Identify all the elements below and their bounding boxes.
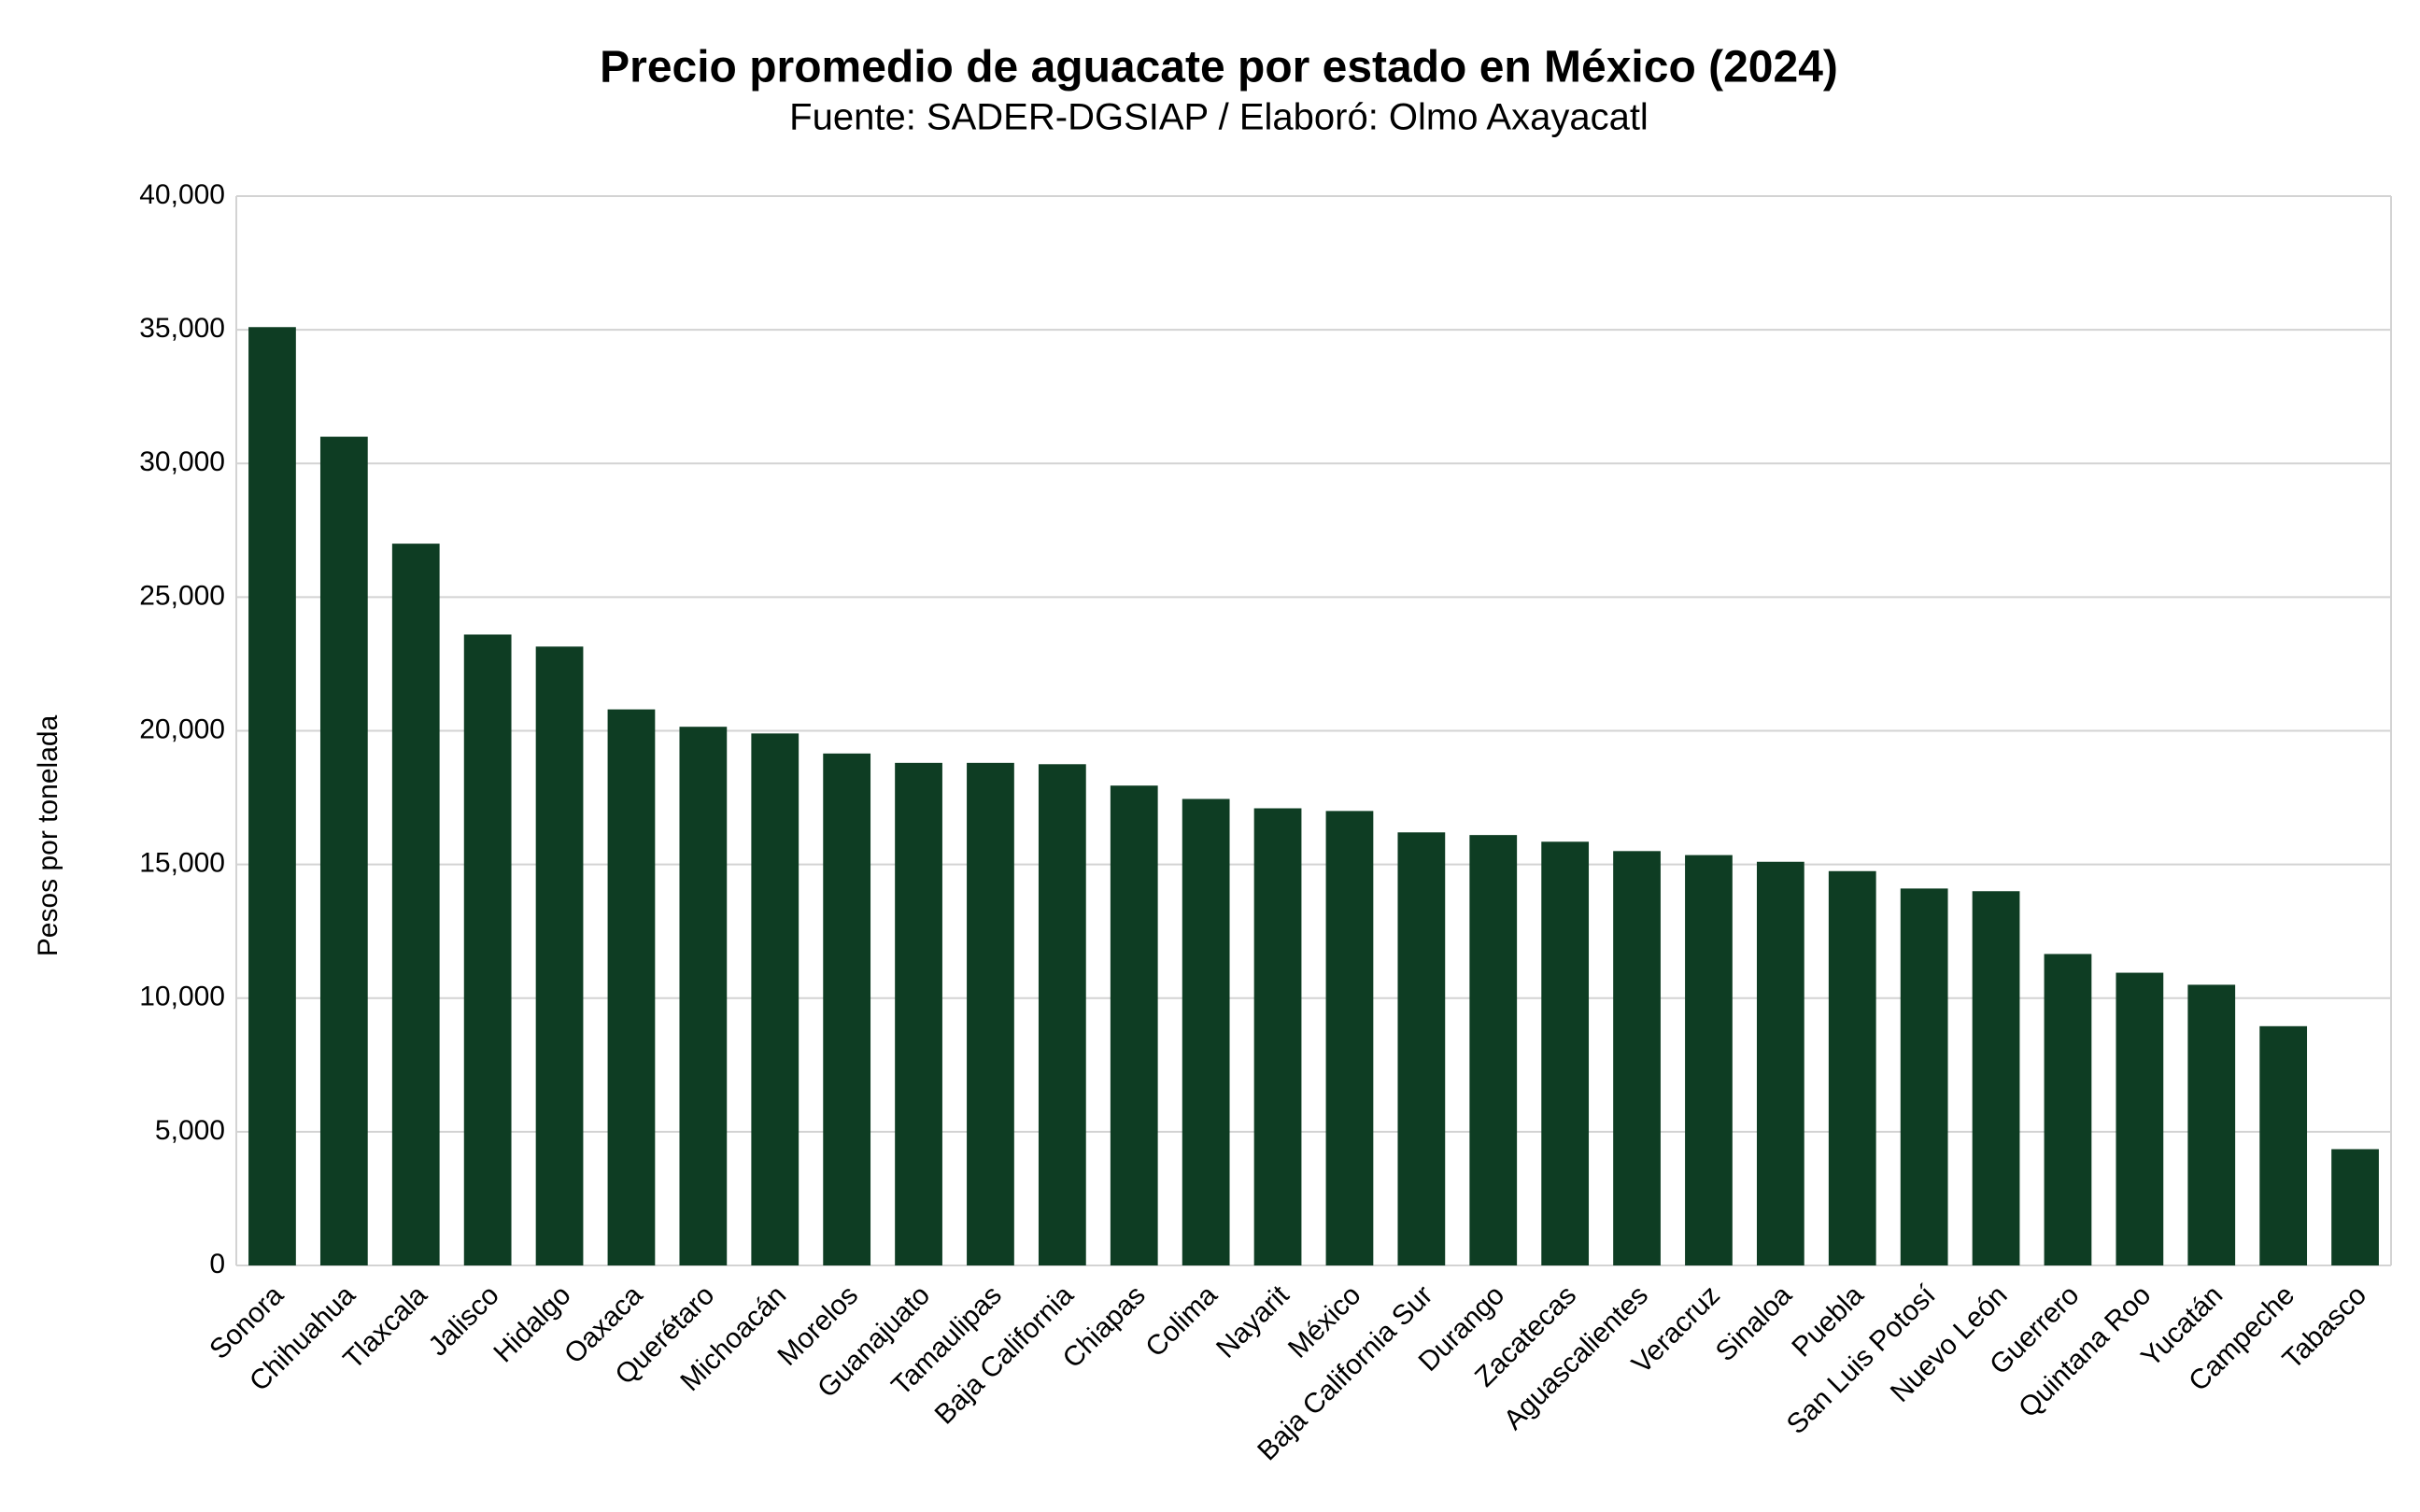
bar bbox=[319, 436, 368, 1265]
bar bbox=[967, 762, 1014, 1265]
y-tick-label: 30,000 bbox=[139, 446, 225, 477]
bar bbox=[2187, 984, 2236, 1265]
bar bbox=[1900, 888, 1948, 1265]
y-axis-label: Pesos por tonelada bbox=[33, 714, 64, 956]
bar bbox=[2044, 954, 2092, 1265]
x-tick-label: Colima bbox=[1139, 1279, 1224, 1364]
bar bbox=[2116, 972, 2164, 1265]
bar bbox=[248, 327, 296, 1265]
bar bbox=[463, 634, 512, 1265]
y-tick-label: 0 bbox=[209, 1249, 225, 1279]
x-tick-label: Nayarit bbox=[1210, 1279, 1295, 1364]
x-tick-label: Hidalgo bbox=[488, 1279, 576, 1368]
bar bbox=[1469, 835, 1518, 1265]
bar bbox=[751, 733, 800, 1265]
chart-subtitle: Fuente: SADER-DGSIAP / Elaboró: Olmo Axa… bbox=[789, 97, 1649, 138]
bar bbox=[1325, 811, 1374, 1265]
y-tick-label: 15,000 bbox=[139, 848, 225, 879]
y-tick-label: 35,000 bbox=[139, 313, 225, 344]
y-tick-label: 5,000 bbox=[155, 1115, 225, 1146]
x-tick-label: Sinaloa bbox=[1710, 1279, 1798, 1367]
bar bbox=[1613, 851, 1661, 1265]
bar bbox=[607, 709, 656, 1265]
bar bbox=[1756, 861, 1804, 1265]
bar bbox=[1972, 891, 2020, 1265]
y-tick-label: 20,000 bbox=[139, 714, 225, 744]
y-tick-label: 10,000 bbox=[139, 982, 225, 1012]
bar bbox=[1828, 870, 1876, 1265]
bar bbox=[535, 646, 584, 1265]
bar bbox=[1541, 841, 1590, 1265]
bar bbox=[895, 762, 942, 1265]
bar bbox=[2331, 1149, 2379, 1265]
bar bbox=[1253, 808, 1302, 1265]
bar bbox=[1182, 798, 1230, 1265]
chart-title: Precio promedio de aguacate por estado e… bbox=[600, 43, 1838, 92]
bar bbox=[1038, 764, 1086, 1265]
bar bbox=[391, 544, 440, 1265]
bar bbox=[1397, 832, 1446, 1265]
bar bbox=[2259, 1025, 2308, 1265]
y-tick-label: 25,000 bbox=[139, 580, 225, 611]
bar bbox=[823, 753, 871, 1265]
bar bbox=[1110, 785, 1158, 1265]
bar bbox=[1685, 855, 1733, 1265]
bar bbox=[679, 727, 728, 1265]
y-tick-label: 40,000 bbox=[139, 179, 225, 210]
